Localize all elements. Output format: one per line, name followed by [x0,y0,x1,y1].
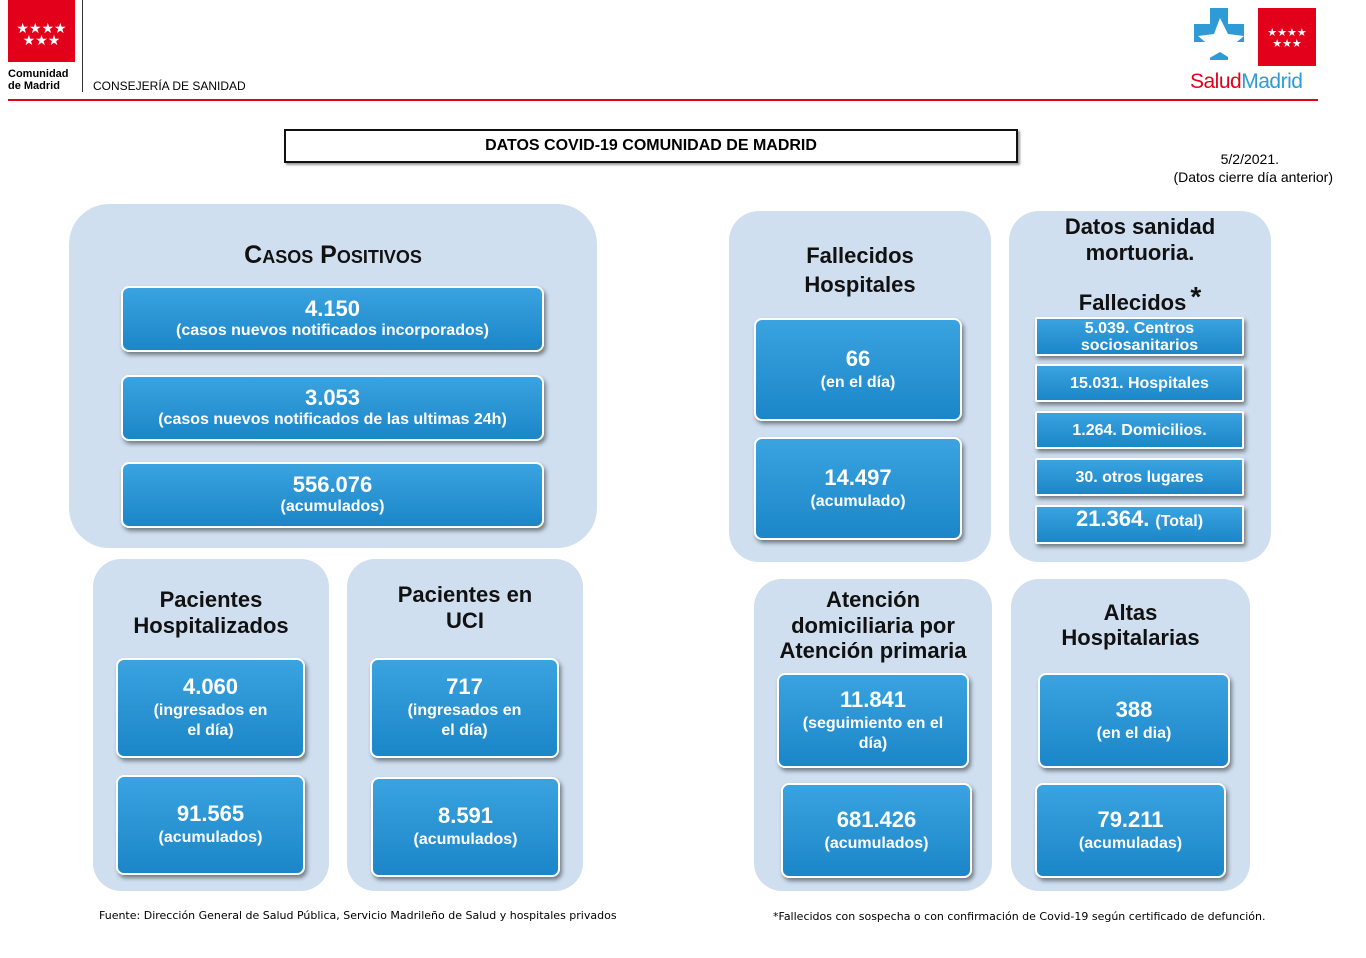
stat-value: 8.591 [437,803,494,828]
stat-box: 717 (ingresados en el día) [370,658,559,758]
stat-label: 30. otros lugares [1075,468,1204,486]
stat-label: (acumulados) [413,831,518,848]
stat-box: 388 (en el dia) [1038,673,1230,768]
logo-stars: ★★★★ [1267,27,1307,39]
stat-value: 66 [845,345,871,371]
stat-label: el día) [187,722,234,739]
logo-star [1198,18,1244,62]
logo-flag [1258,8,1316,66]
stat-box: 15.031. Hospitales [1035,364,1244,402]
stat-value: 91.565 [176,801,245,826]
org-line: de Madrid [8,80,60,92]
stat-box: 4.150 (casos nuevos notificados incorpora… [121,286,544,352]
stat-box: 11.841 (seguimiento en el día) [777,673,969,768]
panel-title: Hospitalizados [133,613,289,638]
stat-box: 3.053 (casos nuevos notificados de las ul… [121,375,544,441]
stat-value: 3.053 [304,385,361,410]
date: 5/2/2021. (Datos cierre día anterior) [1173,150,1333,186]
stat-label: 15.031. Hospitales [1070,374,1209,392]
date-text: 5/2/2021. [1220,151,1279,167]
panel-title: Atención [825,587,921,612]
stat-label: (ingresados en [407,702,522,719]
title-box: DATOS COVID-19 COMUNIDAD DE MADRID [284,129,1018,163]
stat-label: (Total) [1155,513,1204,530]
stat-label: (acumulado) [810,492,906,510]
logo-stars: ★★★ [1272,38,1302,50]
stat-value: 4.060 [182,674,239,699]
org-name: Comunidad de Madrid [8,68,69,92]
stat-label: (en el dia) [1096,724,1172,742]
panel-title: Pacientes [159,587,263,612]
stat-box: 14.497 (acumulado) [754,437,962,540]
subtitle-text: Fallecidos [1078,290,1187,315]
panel-title: Casos Positivos [244,241,422,269]
stat-value: 717 [446,674,483,699]
brand-part: Madrid [1241,70,1303,93]
stat-box: 681.426 (acumulados) [781,783,972,878]
stat-value: 681.426 [836,806,917,832]
stat-box: 30. otros lugares [1035,458,1244,496]
brand: SaludMadrid [1190,70,1303,94]
date-note: (Datos cierre día anterior) [1173,169,1333,185]
stat-label: (acumulados) [824,834,929,852]
stat-label: (acumuladas) [1078,834,1183,852]
stat-box: 66 (en el día) [754,318,962,421]
stat-box: 8.591 (acumulados) [371,777,560,877]
stat-label: (acumulados) [158,829,263,846]
stat-box: 21.364. (Total) [1035,505,1244,544]
madrid-logo: ★★★★ ★★★ [8,0,75,62]
footnote: *Fallecidos con sospecha o con confirmac… [773,910,1266,923]
panel-subtitle: Fallecidos * [1009,281,1271,316]
stat-value: 79.211 [1097,806,1164,832]
stat-value: 556.076 [292,472,373,497]
stat-box: 5.039. Centros sociosanitarios [1035,317,1244,356]
stat-label: día) [858,734,888,752]
stat-value: 21.364. [1075,506,1150,531]
stat-label: (ingresados en [153,702,268,719]
org-line: Comunidad [8,68,69,80]
panel-title: Hospitales [804,272,916,297]
stat-box: 556.076 (acumulados) [121,462,544,528]
salud-logo-mark: ★★★★ ★★★ [1194,8,1316,66]
source: Fuente: Dirección General de Salud Públi… [99,909,617,922]
panel-title: Altas [1103,600,1158,625]
panel-title: Pacientes en [397,582,533,607]
panel-title: mortuoria. [1085,240,1195,265]
stat-box: 79.211 (acumuladas) [1035,783,1226,878]
panel-title: Fallecidos [806,243,914,268]
stat-label: (en el día) [820,373,896,391]
stat-label: 1.264. Domicilios. [1072,421,1207,439]
panel-title: domiciliaria por [791,613,955,638]
brand-part: Salud [1190,70,1242,93]
stat-box: 1.264. Domicilios. [1035,411,1244,449]
stat-label: 5.039. Centros [1084,319,1195,337]
stat-box: 4.060 (ingresados en el día) [116,658,305,758]
stat-label: (acumulados) [280,498,385,515]
stat-label: sociosanitarios [1080,336,1199,354]
stat-value: 388 [1115,696,1153,722]
separator [82,0,83,92]
header-rule [8,99,1318,101]
stat-label: (seguimiento en el [802,714,944,732]
stat-value: 11.841 [839,686,907,712]
stat-label: (casos nuevos notificados incorporados) [176,322,489,339]
panel-title: Datos sanidad [1064,214,1216,239]
panel-title: Hospitalarias [1061,625,1200,650]
panel-title: Atención primaria [779,638,967,663]
stat-value: 14.497 [824,464,892,490]
stat-label: (casos nuevos notificados de las ultimas… [158,411,507,428]
department: CONSEJERÍA DE SANIDAD [93,79,246,93]
asterisk: * [1190,281,1202,312]
stat-box: 91.565 (acumulados) [116,775,305,875]
stat-value: 4.150 [304,296,361,321]
panel-title: UCI [446,608,484,633]
stat-label: el día) [441,722,488,739]
